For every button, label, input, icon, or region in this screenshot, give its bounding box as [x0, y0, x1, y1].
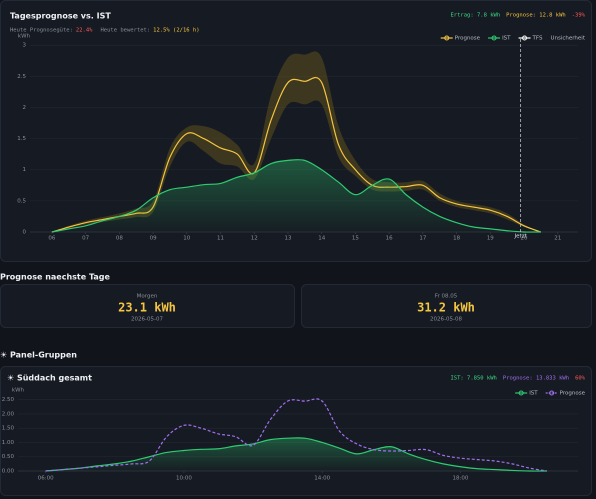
x-tick-label: 07 — [82, 236, 89, 242]
x-tick-label: 06:00 — [38, 476, 54, 482]
legend-label: Prognose — [560, 391, 586, 397]
stat: 60% — [575, 376, 586, 382]
info-label: Heute bewertet: — [100, 28, 150, 34]
section-title: Prognose naechste Tage — [0, 273, 111, 282]
y-tick-label: 0.5 — [17, 198, 26, 204]
x-tick-label: 18 — [453, 236, 460, 242]
x-tick-label: 17 — [419, 236, 426, 242]
x-tick-label: 12 — [251, 236, 258, 242]
x-tick-label: 21 — [554, 236, 561, 242]
y-tick-label: 2.50 — [2, 397, 15, 403]
uncertainty-band — [51, 51, 541, 232]
y-tick-label: 3 — [23, 43, 27, 49]
x-tick-label: 10 — [183, 236, 190, 242]
x-tick-label: 14:00 — [314, 476, 330, 482]
stat: Prognose: 12.8 kWh — [506, 13, 566, 19]
info-value: 22.4% — [76, 28, 93, 34]
x-tick-label: 08 — [116, 236, 123, 242]
card-value: 23.1 kWh — [118, 301, 176, 315]
legend-label: TFS — [532, 36, 543, 42]
line — [45, 437, 547, 472]
forecast-card — [301, 284, 592, 328]
line — [51, 158, 541, 233]
card-label: Morgen — [137, 294, 158, 300]
x-tick-label: 10:00 — [176, 476, 192, 482]
legend-marker — [522, 35, 528, 41]
card-date: 2026-05-08 — [430, 317, 462, 323]
legend-label: Prognose — [455, 36, 481, 42]
forecast-card — [0, 284, 295, 328]
card-value: 31.2 kWh — [417, 301, 475, 315]
y-tick-label: 1.50 — [2, 426, 15, 432]
y-axis-label: kWh — [12, 388, 25, 394]
info-label: Heute Prognosegüte: — [10, 28, 73, 34]
stat: Ertrag: 7.8 kWh — [450, 13, 500, 19]
section-title: ☀ Panel-Gruppen — [0, 351, 77, 360]
y-axis-label: kWh — [18, 34, 31, 40]
area — [51, 159, 541, 233]
area — [45, 437, 547, 472]
y-tick-label: 1.5 — [17, 136, 26, 142]
x-tick-label: 13 — [284, 236, 291, 242]
legend-label: IST — [502, 36, 511, 42]
y-tick-label: 2.00 — [2, 411, 15, 417]
y-tick-label: 0.50 — [2, 454, 15, 460]
line — [45, 398, 547, 472]
card-date: 2026-05-07 — [131, 317, 163, 323]
now-label: Jetzt — [514, 234, 528, 240]
stat: IST: 7.850 kWh — [450, 376, 496, 382]
chart-title: ☀ Süddach gesamt — [7, 374, 92, 383]
info-value: 12.5% (2/16 h) — [153, 28, 199, 34]
x-tick-label: 16 — [386, 236, 393, 242]
y-tick-label: 2 — [23, 105, 27, 111]
x-tick-label: 18:00 — [453, 476, 469, 482]
legend-marker — [444, 35, 450, 41]
x-tick-label: 20 — [521, 236, 528, 242]
x-tick-label: 19 — [487, 236, 494, 242]
x-tick-label: 14 — [318, 236, 325, 242]
legend-marker — [491, 35, 497, 41]
y-tick-label: 0.00 — [2, 469, 15, 475]
stat: Prognose: 13.833 kWh — [503, 376, 569, 382]
x-tick-label: 09 — [150, 236, 157, 242]
chart-panel — [0, 0, 592, 262]
legend-marker — [549, 390, 555, 396]
legend-label: IST — [529, 391, 538, 397]
chart-panel — [0, 366, 592, 496]
stat: -39% — [572, 13, 586, 19]
chart-title: Tagesprognose vs. IST — [10, 12, 111, 21]
y-tick-label: 1.00 — [2, 440, 15, 446]
y-tick-label: 0 — [23, 230, 27, 236]
x-tick-label: 06 — [48, 236, 55, 242]
x-tick-label: 11 — [217, 236, 224, 242]
y-tick-label: 2.5 — [17, 74, 26, 80]
legend-marker — [518, 390, 524, 396]
y-tick-label: 1 — [23, 167, 27, 173]
card-label: Fr 08.05 — [435, 294, 458, 300]
x-tick-label: 15 — [352, 236, 359, 242]
legend-label: Unsicherheit — [550, 36, 585, 42]
